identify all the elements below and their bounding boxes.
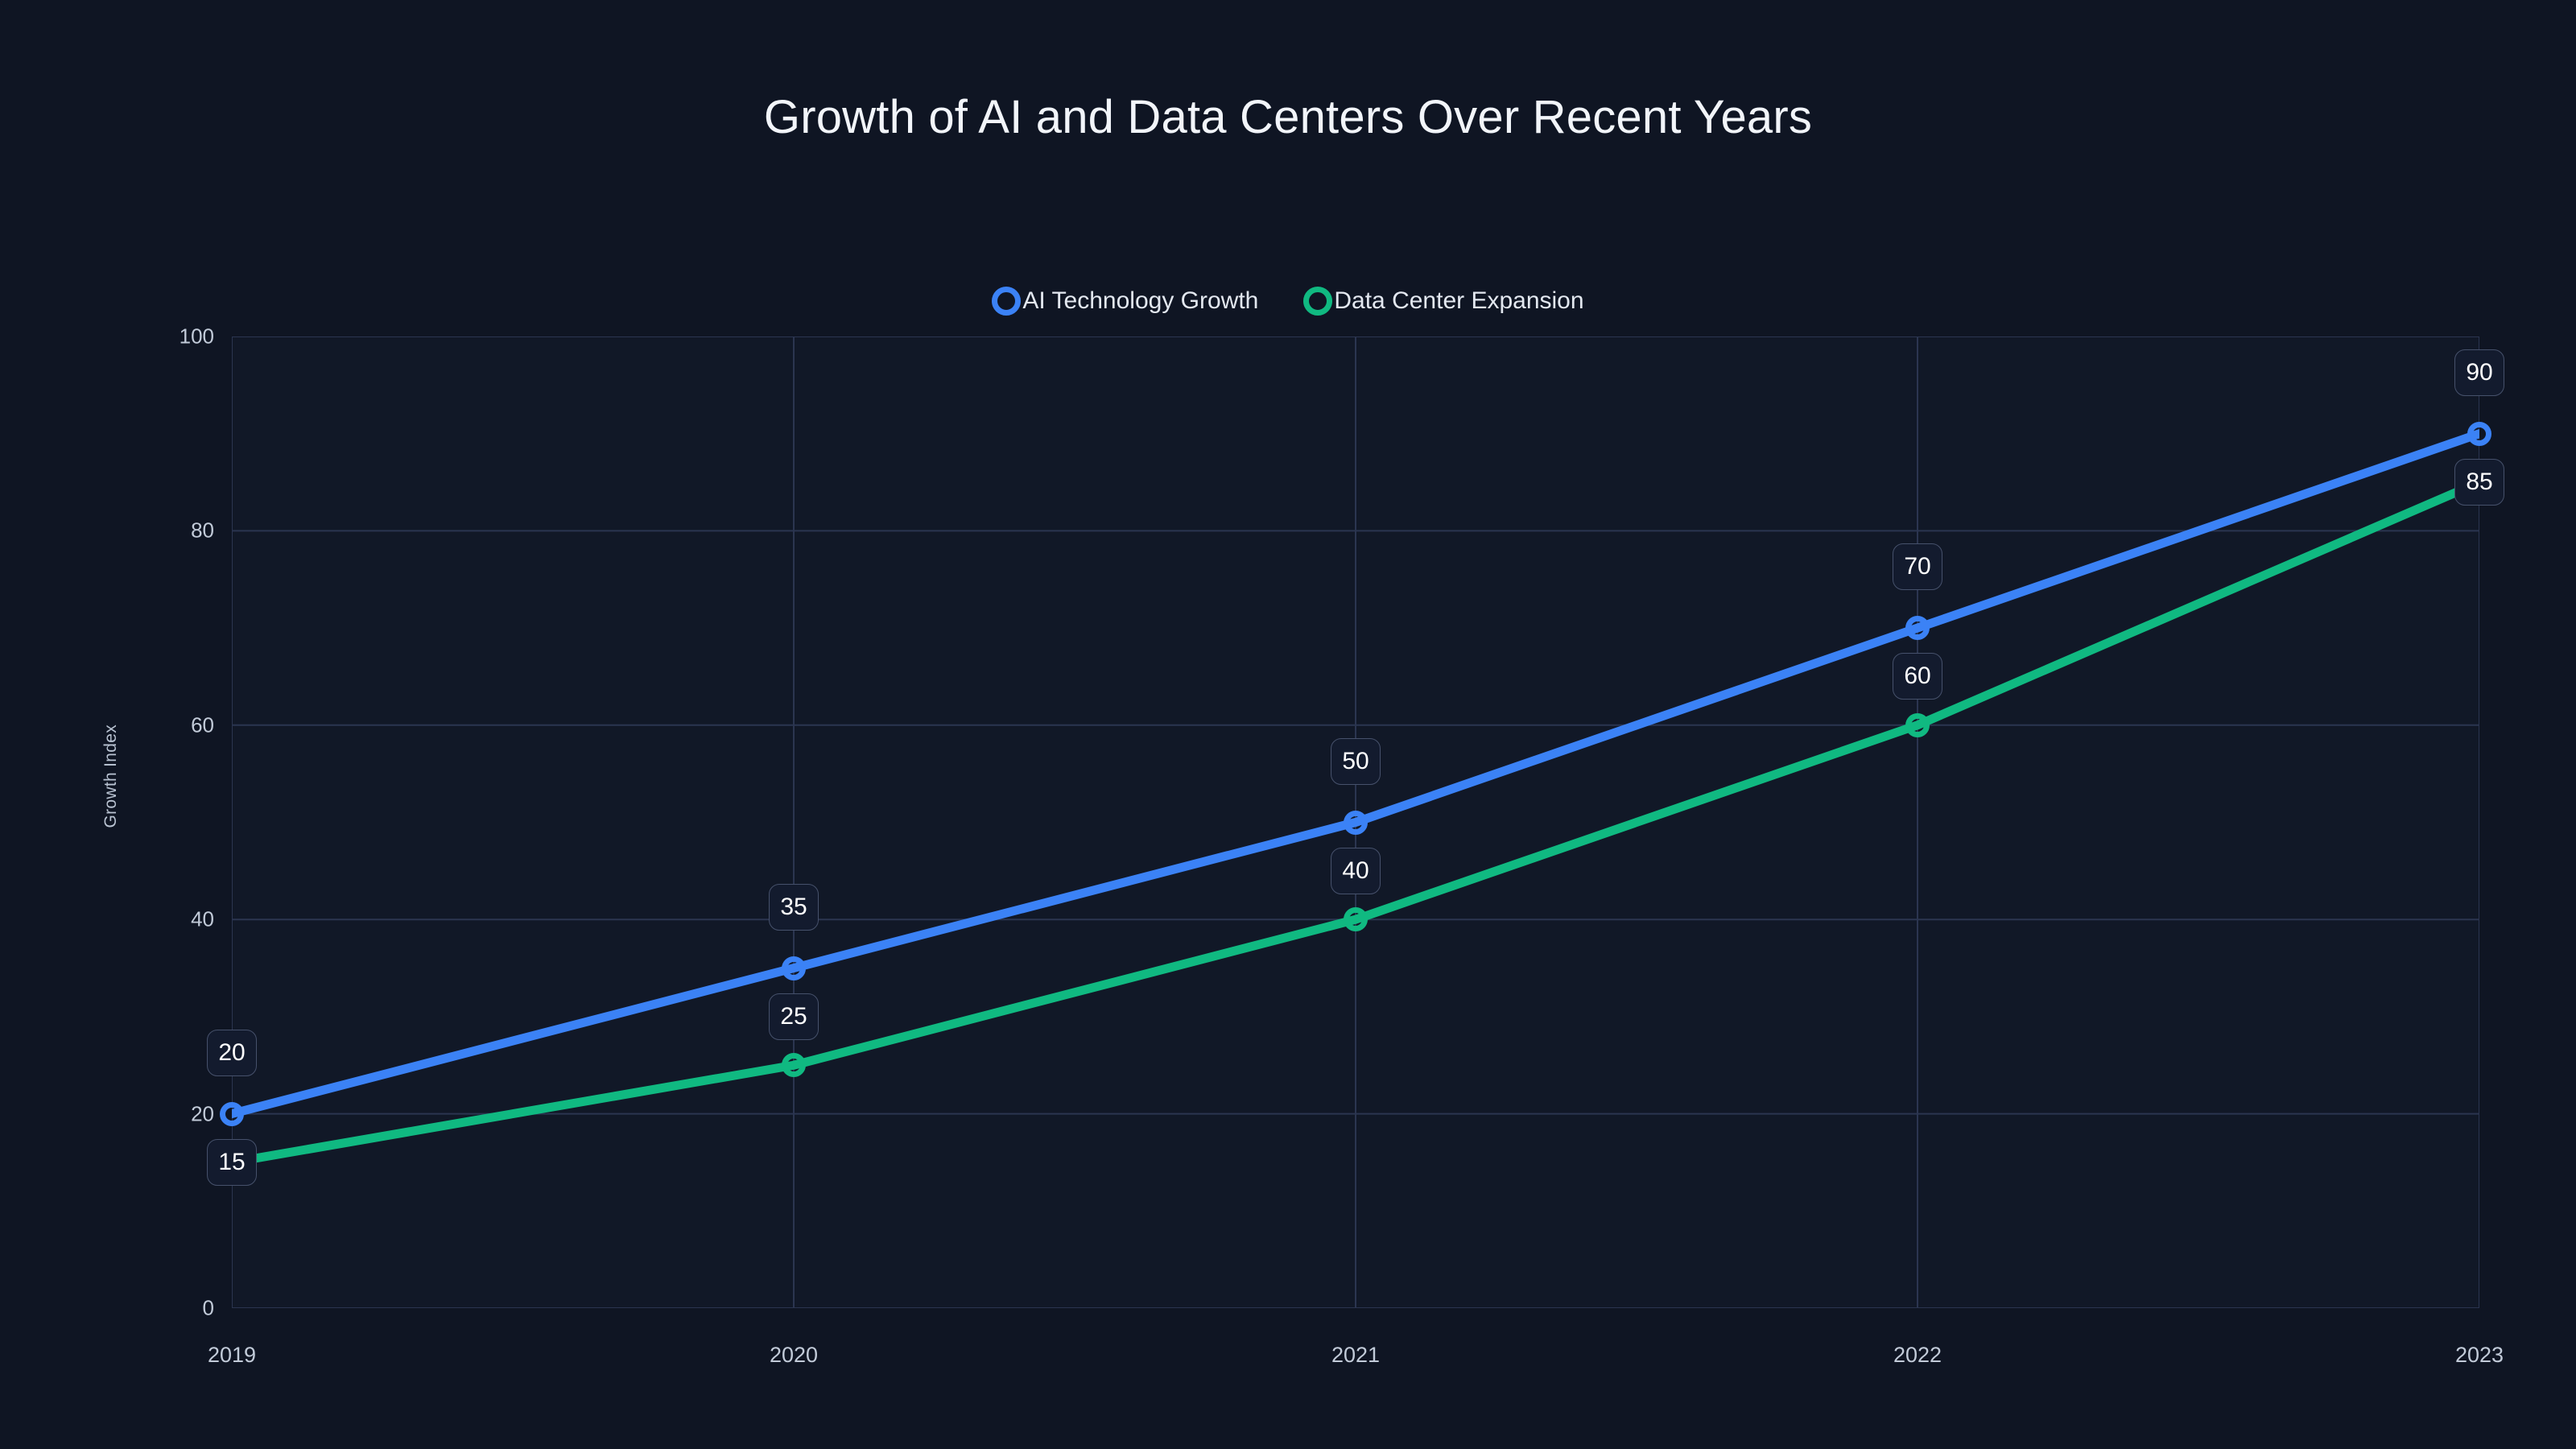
data-value-label: 35 bbox=[769, 883, 819, 931]
data-point-marker[interactable] bbox=[1344, 907, 1368, 932]
legend-item-label: Data Center Expansion bbox=[1334, 287, 1584, 314]
legend-marker-circle-icon bbox=[992, 287, 1022, 316]
data-value-label: 85 bbox=[2454, 458, 2504, 506]
legend-item-data-center-expansion[interactable]: Data Center Expansion bbox=[1303, 287, 1584, 316]
y-axis-tick-label: 20 bbox=[191, 1101, 214, 1126]
y-axis-tick-label: 60 bbox=[191, 712, 214, 737]
data-value-label: 25 bbox=[769, 993, 819, 1040]
x-axis-tick-label: 2022 bbox=[1893, 1343, 1942, 1367]
plot-area bbox=[220, 336, 2491, 1308]
y-axis-tick-label: 100 bbox=[179, 324, 214, 349]
y-axis-tick-label: 80 bbox=[191, 518, 214, 543]
x-axis-tick-label: 2021 bbox=[1331, 1343, 1381, 1367]
data-point-marker[interactable] bbox=[1905, 616, 1930, 641]
x-axis-tick-label: 2020 bbox=[769, 1343, 819, 1367]
data-point-marker[interactable] bbox=[782, 956, 806, 980]
data-point-marker[interactable] bbox=[782, 1053, 806, 1078]
x-axis-tick-label: 2019 bbox=[207, 1343, 257, 1367]
data-value-label: 70 bbox=[1893, 543, 1942, 591]
data-point-marker[interactable] bbox=[1905, 712, 1930, 737]
y-axis-tick-label: 40 bbox=[191, 906, 214, 931]
data-point-marker[interactable] bbox=[220, 1101, 244, 1126]
data-value-label: 50 bbox=[1331, 737, 1381, 785]
data-value-label: 15 bbox=[207, 1138, 257, 1186]
y-axis-title: Growth Index bbox=[101, 724, 120, 828]
data-point-marker[interactable] bbox=[2467, 421, 2491, 446]
legend-marker-circle-icon bbox=[1303, 287, 1333, 316]
data-point-marker[interactable] bbox=[1344, 810, 1368, 835]
data-value-label: 20 bbox=[207, 1029, 257, 1076]
data-value-label: 40 bbox=[1331, 847, 1381, 894]
x-axis-tick-label: 2023 bbox=[2454, 1343, 2504, 1367]
legend-item-label: AI Technology Growth bbox=[1022, 287, 1259, 314]
data-value-label: 90 bbox=[2454, 349, 2504, 396]
page-title: Growth of AI and Data Centers Over Recen… bbox=[763, 91, 1813, 143]
data-value-label: 60 bbox=[1893, 653, 1942, 700]
chart-legend: AI Technology Growth Data Center Expansi… bbox=[0, 287, 2576, 316]
y-axis-tick-label: 0 bbox=[202, 1295, 214, 1320]
legend-item-ai-technology-growth[interactable]: AI Technology Growth bbox=[992, 287, 1258, 316]
